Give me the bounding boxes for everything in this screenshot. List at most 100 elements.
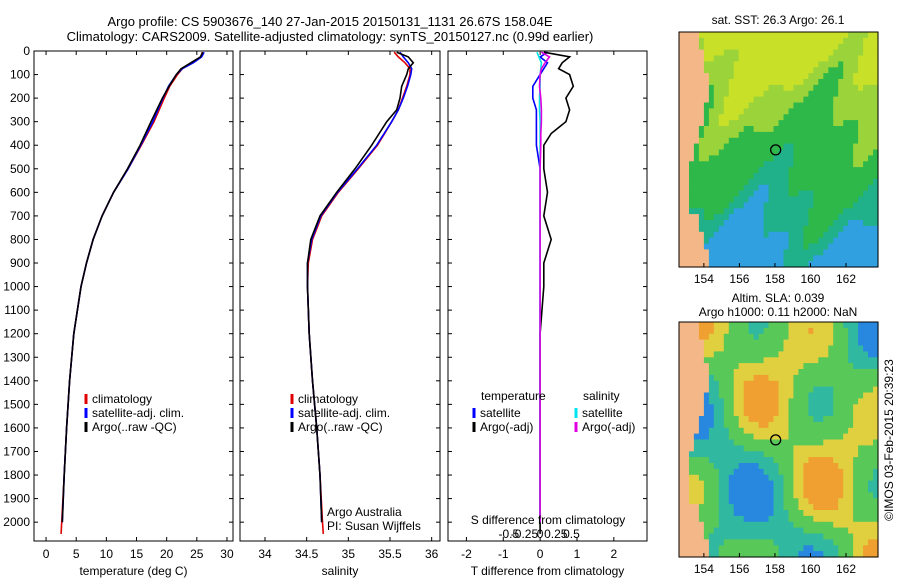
map-cell — [793, 261, 799, 268]
map-cell — [728, 521, 735, 529]
map-cell — [758, 398, 765, 405]
map-cell — [693, 225, 700, 233]
map-cell — [703, 474, 710, 482]
map-cell — [823, 131, 829, 139]
map-cell — [768, 374, 775, 382]
map-cell — [698, 137, 705, 145]
map-cell — [788, 261, 795, 268]
map-cell — [758, 515, 765, 523]
map-cell — [753, 322, 760, 329]
map-cell — [713, 190, 720, 198]
map-cell — [863, 322, 869, 329]
map-cell — [808, 137, 814, 145]
map-cell — [773, 533, 780, 540]
map-cell — [843, 527, 849, 535]
map-cell — [863, 196, 869, 203]
map-cell — [758, 184, 765, 192]
map-cell — [833, 102, 839, 109]
map-cell — [838, 196, 844, 203]
map-cell — [843, 243, 849, 250]
map-cell — [684, 392, 690, 399]
map-cell — [843, 480, 849, 488]
map-cell — [728, 49, 735, 57]
map-cell — [803, 79, 809, 86]
map-cell — [773, 126, 780, 133]
map-cell — [738, 178, 745, 186]
map-cell — [718, 339, 725, 347]
map-cell — [684, 43, 690, 51]
map-cell — [708, 380, 715, 388]
map-cell — [743, 492, 750, 499]
map-cell — [828, 225, 834, 233]
map-cell — [768, 521, 775, 529]
map-cell — [703, 155, 710, 162]
map-cell — [823, 190, 829, 198]
map-cell — [758, 463, 765, 470]
map-cell — [768, 196, 775, 203]
map-cell — [718, 208, 725, 215]
map-cell — [758, 261, 765, 268]
map-cell — [778, 498, 785, 505]
map-cell — [768, 61, 775, 68]
map-cell — [823, 249, 829, 256]
map-cell — [813, 515, 819, 523]
map-cell — [718, 521, 725, 529]
map-cell — [684, 439, 690, 446]
map-cell — [863, 380, 869, 388]
map-cell — [718, 173, 725, 180]
map-cell — [823, 322, 829, 329]
map-cell — [689, 220, 695, 227]
map-cell — [708, 510, 715, 517]
map-cell — [763, 231, 770, 239]
map-cell — [713, 37, 720, 45]
map-cell — [818, 178, 824, 186]
map-cell — [773, 510, 780, 517]
map-cell — [778, 451, 785, 458]
map-cell — [788, 249, 795, 256]
map-cell — [853, 161, 859, 168]
map-cell — [723, 398, 730, 405]
map-cell — [763, 67, 770, 74]
map-cell — [768, 421, 775, 429]
map-cell — [853, 243, 859, 250]
map-cell — [743, 445, 750, 452]
map-cell — [843, 351, 849, 358]
map-cell — [703, 369, 710, 376]
map-cell — [873, 333, 879, 341]
map-cell — [813, 237, 819, 245]
map-cell — [788, 43, 795, 51]
map-cell — [743, 439, 750, 446]
map-cell — [783, 510, 790, 517]
map-cell — [713, 551, 720, 558]
map-cell — [863, 551, 869, 558]
map-cell — [698, 527, 705, 535]
map-cell — [723, 510, 730, 517]
map-cell — [778, 149, 785, 156]
map-cell — [689, 551, 695, 558]
map-cell — [753, 102, 760, 109]
map-cell — [763, 108, 770, 115]
map-cell — [803, 416, 809, 423]
map-cell — [728, 468, 735, 476]
map-cell — [693, 114, 700, 121]
map-cell — [808, 249, 814, 256]
map-cell — [838, 202, 844, 209]
map-cell — [798, 398, 804, 405]
map-cell — [684, 322, 690, 329]
map-cell — [693, 37, 700, 45]
map-cell — [843, 333, 849, 341]
map-cell — [684, 190, 690, 198]
map-cell — [853, 61, 859, 68]
map-cell — [823, 161, 829, 168]
map-cell — [773, 545, 780, 552]
map-cell — [679, 416, 685, 423]
map-cell — [773, 392, 780, 399]
map-cell — [783, 398, 790, 405]
map-cell — [748, 237, 755, 245]
map-cell — [684, 486, 690, 493]
map-cell — [818, 351, 824, 358]
map-cell — [703, 504, 710, 511]
map-cell — [738, 243, 745, 250]
map-cell — [823, 457, 829, 464]
map-cell — [858, 55, 864, 62]
